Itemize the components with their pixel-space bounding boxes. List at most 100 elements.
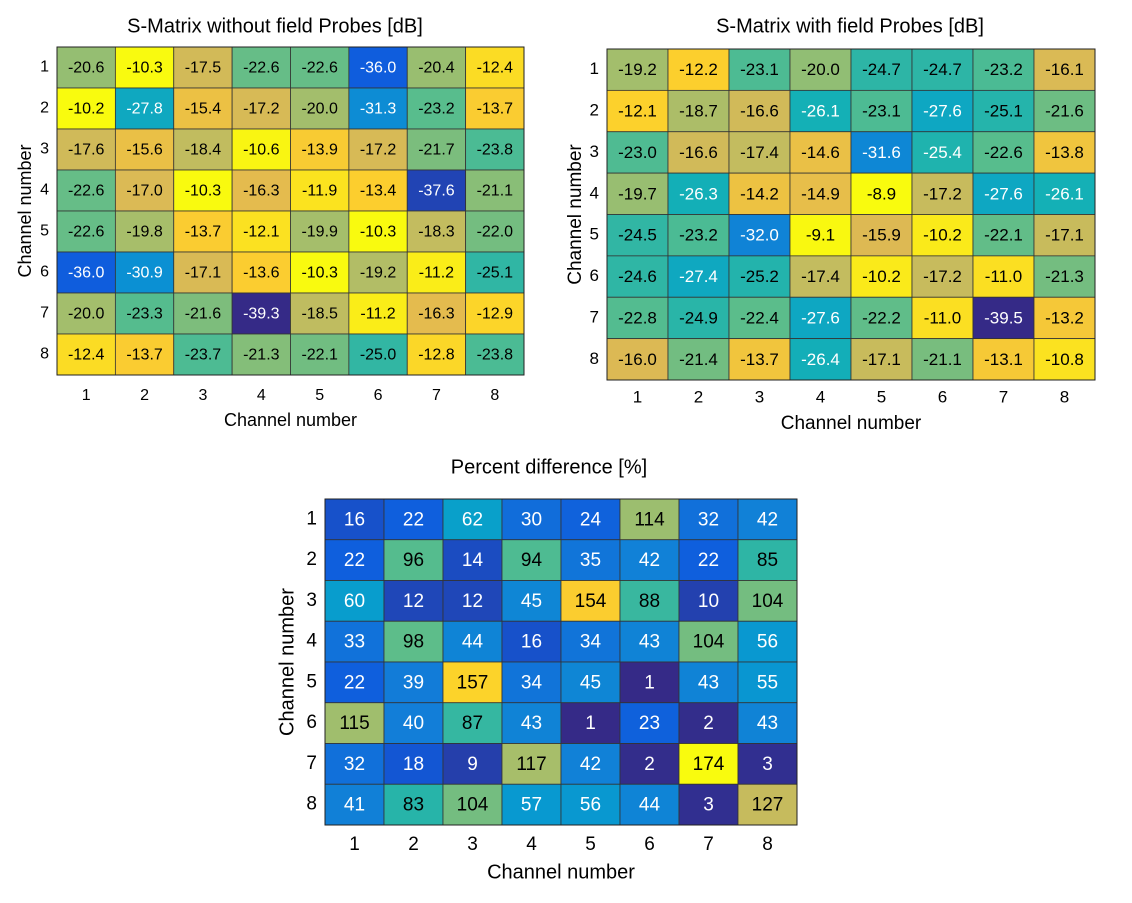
- cell-label: -32.0: [740, 226, 779, 245]
- heatmap-cell: [667, 48, 730, 91]
- x-tick-label: 2: [694, 387, 703, 406]
- cell-label: -24.7: [923, 60, 962, 79]
- cell-label: 115: [339, 713, 369, 734]
- cell-label: -24.5: [618, 226, 657, 245]
- cell-label: -12.1: [618, 102, 657, 121]
- cell-label: -19.7: [618, 184, 657, 203]
- heatmap-cell: [501, 539, 562, 581]
- heatmap-cell: [501, 783, 562, 826]
- y-tick-label: 3: [40, 141, 49, 158]
- heatmap-cell: [972, 214, 1035, 257]
- cell-label: -13.2: [1045, 308, 1084, 327]
- heatmap-cell: [678, 498, 739, 541]
- cell-label: 2: [644, 754, 655, 775]
- cell-label: -15.4: [185, 101, 222, 118]
- heatmap-cell: [290, 169, 350, 212]
- y-tick-label: 7: [40, 305, 49, 322]
- y-tick-label: 2: [306, 549, 317, 570]
- heatmap-cell: [789, 48, 852, 91]
- heatmap-cell: [972, 296, 1035, 340]
- x-tick-label: 2: [408, 834, 419, 855]
- cell-label: 56: [757, 632, 778, 653]
- heatmap-cell: [383, 620, 444, 663]
- heatmap-cell: [173, 333, 233, 376]
- cell-label: -22.0: [477, 224, 514, 241]
- heatmap-cell: [606, 296, 669, 340]
- heatmap-cell: [383, 580, 444, 622]
- cell-label: -21.3: [1045, 267, 1084, 286]
- heatmap-cell: [850, 255, 913, 298]
- cell-label: 56: [580, 795, 601, 816]
- heatmap-cell: [728, 214, 791, 257]
- x-tick-label: 6: [644, 834, 655, 855]
- cell-label: 88: [639, 591, 660, 612]
- heatmap-cell: [348, 128, 408, 171]
- cell-label: -13.7: [126, 347, 163, 364]
- heatmap-cell: [606, 48, 669, 91]
- cell-label: -12.1: [243, 224, 280, 241]
- heatmap-cell: [173, 128, 233, 171]
- cell-label: 12: [462, 591, 483, 612]
- cell-label: -12.2: [679, 60, 718, 79]
- cell-label: -23.8: [477, 142, 514, 159]
- heatmap-cell: [737, 702, 798, 744]
- cell-label: -10.3: [185, 183, 222, 200]
- heatmap-cell: [114, 87, 175, 130]
- cell-label: 22: [344, 550, 365, 571]
- cell-label: 39: [403, 672, 424, 693]
- x-tick-label: 3: [755, 387, 764, 406]
- heatmap-cell: [114, 292, 175, 335]
- y-tick-label: 1: [590, 59, 599, 78]
- cell-label: 23: [639, 713, 660, 734]
- cell-label: -17.1: [185, 265, 222, 282]
- cell-label: -10.2: [68, 101, 105, 118]
- cell-label: 98: [403, 632, 424, 653]
- heatmap-cell: [465, 210, 525, 253]
- cell-label: -17.2: [923, 267, 962, 286]
- heatmap-cell: [619, 580, 680, 622]
- heatmap-cell: [442, 783, 503, 826]
- cell-label: -18.4: [185, 142, 222, 159]
- heatmap-cell: [678, 580, 739, 622]
- y-axis-label: Channel number: [276, 588, 298, 736]
- chart-title: Percent difference [%]: [451, 456, 647, 478]
- heatmap-cell: [442, 661, 503, 704]
- cell-label: -19.2: [618, 60, 657, 79]
- y-tick-label: 3: [306, 590, 317, 611]
- x-tick-label: 1: [349, 834, 360, 855]
- cell-label: 32: [698, 509, 719, 530]
- heatmap-cell: [911, 89, 974, 133]
- heatmap-cell: [560, 702, 621, 744]
- cell-label: 96: [403, 550, 424, 571]
- x-tick-label: 6: [938, 387, 947, 406]
- cell-label: -37.6: [418, 183, 455, 200]
- cell-label: -23.3: [126, 306, 163, 323]
- cell-label: 40: [403, 713, 424, 734]
- cell-label: -26.1: [1045, 184, 1084, 203]
- heatmap-cell: [348, 46, 408, 89]
- heatmap-cell: [850, 296, 913, 340]
- plot-frame: [324, 498, 798, 826]
- cell-label: -25.1: [984, 102, 1023, 121]
- heatmap-cell: [737, 620, 798, 663]
- x-tick-label: 1: [633, 387, 642, 406]
- heatmap-cell: [406, 251, 467, 294]
- cell-label: 43: [639, 632, 660, 653]
- heatmap-cell: [465, 292, 525, 335]
- cell-label: -17.2: [360, 142, 397, 159]
- heatmap-cell: [442, 580, 503, 622]
- y-tick-label: 6: [40, 264, 49, 281]
- cell-label: 22: [344, 672, 365, 693]
- cell-label: 43: [698, 672, 719, 693]
- y-tick-label: 5: [40, 223, 49, 240]
- heatmap-cell: [728, 338, 791, 381]
- heatmap-cell: [290, 292, 350, 335]
- heatmap-cell: [56, 46, 116, 89]
- cell-label: 117: [516, 754, 546, 775]
- cell-label: -16.6: [740, 102, 779, 121]
- plot-frame: [606, 48, 1096, 381]
- y-tick-label: 5: [306, 671, 317, 692]
- cell-label: -23.7: [185, 347, 222, 364]
- cell-label: 3: [703, 795, 714, 816]
